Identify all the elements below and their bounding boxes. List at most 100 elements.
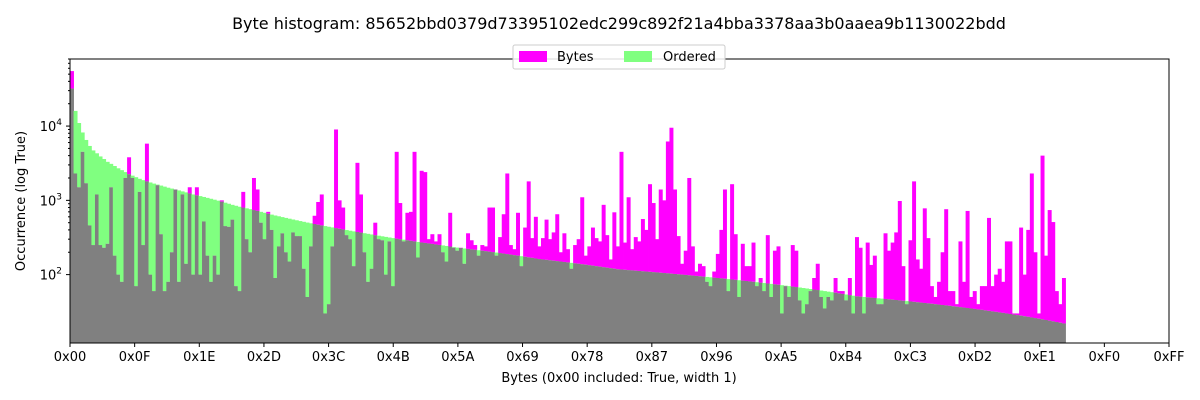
bar-overlap-263	[1008, 313, 1013, 343]
chart-title: Byte histogram: 85652bbd0379d73395102edc…	[232, 14, 1006, 33]
bar-overlap-87	[380, 240, 385, 343]
bar-ordered-56	[269, 214, 274, 230]
bar-overlap-49	[244, 239, 249, 343]
bar-overlap-42	[219, 201, 224, 343]
bar-overlap-32	[184, 263, 189, 343]
bar-ordered-63	[294, 220, 299, 237]
bar-overlap-152	[612, 268, 617, 343]
bar-overlap-2	[77, 187, 82, 343]
bar-bytes-70	[319, 194, 324, 226]
bar-overlap-0	[70, 88, 74, 343]
bar-overlap-165	[658, 272, 663, 343]
bar-overlap-47	[237, 291, 242, 343]
bar-ordered-199	[780, 285, 785, 314]
bar-overlap-155	[623, 269, 628, 343]
bar-bytes-113	[473, 245, 478, 250]
bar-overlap-1	[73, 173, 78, 343]
bar-overlap-95	[408, 240, 413, 343]
bar-overlap-176	[698, 276, 702, 343]
bar-overlap-188	[740, 280, 745, 343]
x-tick-label: 0xC3	[894, 350, 927, 365]
bar-overlap-88	[384, 274, 388, 343]
bar-overlap-67	[309, 246, 314, 343]
bar-overlap-57	[273, 278, 278, 343]
bar-overlap-207	[808, 291, 813, 343]
bar-overlap-171	[680, 274, 685, 343]
bar-overlap-237	[915, 302, 920, 343]
bar-overlap-276	[1054, 322, 1059, 343]
x-tick-label: 0x2D	[247, 350, 281, 365]
bar-overlap-229	[887, 299, 892, 343]
bar-overlap-53	[259, 222, 264, 343]
bar-bytes-163	[651, 203, 656, 273]
bar-bytes-235	[908, 240, 913, 302]
bar-bytes-144	[583, 255, 588, 265]
bar-bytes-242	[933, 296, 938, 305]
bar-ordered-222	[862, 296, 867, 314]
bar-overlap-204	[797, 300, 802, 343]
bar-overlap-108	[455, 250, 460, 343]
bar-bytes-106	[448, 212, 453, 247]
bar-bytes-240	[926, 238, 931, 304]
bar-bytes-127	[523, 227, 528, 257]
bar-overlap-46	[234, 286, 239, 343]
bar-bytes-268	[1026, 229, 1031, 317]
bar-overlap-72	[326, 304, 331, 343]
bar-bytes-95	[408, 211, 413, 241]
bar-overlap-211	[822, 308, 827, 343]
bar-overlap-189	[744, 281, 749, 343]
bar-bytes-162	[648, 184, 653, 272]
bar-ordered-211	[822, 291, 827, 309]
bar-overlap-78	[348, 239, 353, 343]
bar-bytes-74	[334, 129, 339, 229]
bar-ordered-234	[904, 301, 909, 305]
bar-overlap-71	[323, 313, 328, 343]
bar-overlap-236	[912, 301, 917, 343]
bar-bytes-173	[687, 177, 692, 276]
bar-bytes-153	[615, 246, 620, 270]
bar-bytes-117	[487, 207, 492, 252]
bar-overlap-10	[105, 243, 110, 343]
bar-overlap-268	[1026, 316, 1031, 343]
bar-overlap-254	[976, 309, 981, 343]
bar-overlap-195	[765, 283, 770, 343]
bars-layer	[70, 71, 1066, 343]
bar-overlap-105	[444, 261, 449, 343]
bar-overlap-235	[908, 301, 913, 343]
bar-bytes-252	[969, 296, 974, 309]
bar-bytes-272	[1040, 155, 1045, 320]
bar-ordered-59	[280, 217, 285, 234]
bar-overlap-119	[494, 255, 499, 343]
bar-ordered-44	[227, 203, 231, 227]
bar-ordered-90	[391, 238, 396, 287]
bar-overlap-43	[223, 226, 228, 343]
legend-box	[512, 44, 726, 70]
bar-overlap-186	[733, 279, 738, 343]
bar-bytes-256	[983, 286, 988, 311]
bar-ordered-87	[380, 236, 385, 241]
bar-bytes-154	[619, 151, 624, 270]
bar-overlap-141	[573, 263, 578, 343]
bar-overlap-131	[537, 259, 542, 343]
bar-overlap-80	[355, 231, 360, 343]
bar-ordered-32	[184, 192, 189, 264]
bar-overlap-256	[983, 310, 988, 343]
x-tick-label: 0x1E	[183, 350, 215, 365]
bar-bytes-247	[951, 291, 956, 307]
bar-overlap-98	[419, 242, 424, 343]
bar-ordered-73	[330, 227, 335, 247]
bar-ordered-41	[216, 200, 221, 275]
bar-ordered-9	[102, 159, 107, 248]
bar-ordered-206	[805, 288, 810, 305]
bar-overlap-270	[1033, 318, 1038, 343]
bar-bytes-183	[722, 189, 727, 279]
bar-overlap-11	[109, 187, 114, 343]
bar-bytes-51	[251, 177, 256, 211]
bar-bytes-165	[658, 189, 663, 273]
bar-overlap-170	[676, 274, 681, 343]
x-tick-label: 0x3C	[312, 350, 345, 365]
bar-overlap-126	[519, 266, 524, 343]
bar-bytes-230	[890, 242, 895, 300]
bar-overlap-48	[241, 207, 246, 343]
bar-overlap-54	[262, 239, 267, 343]
